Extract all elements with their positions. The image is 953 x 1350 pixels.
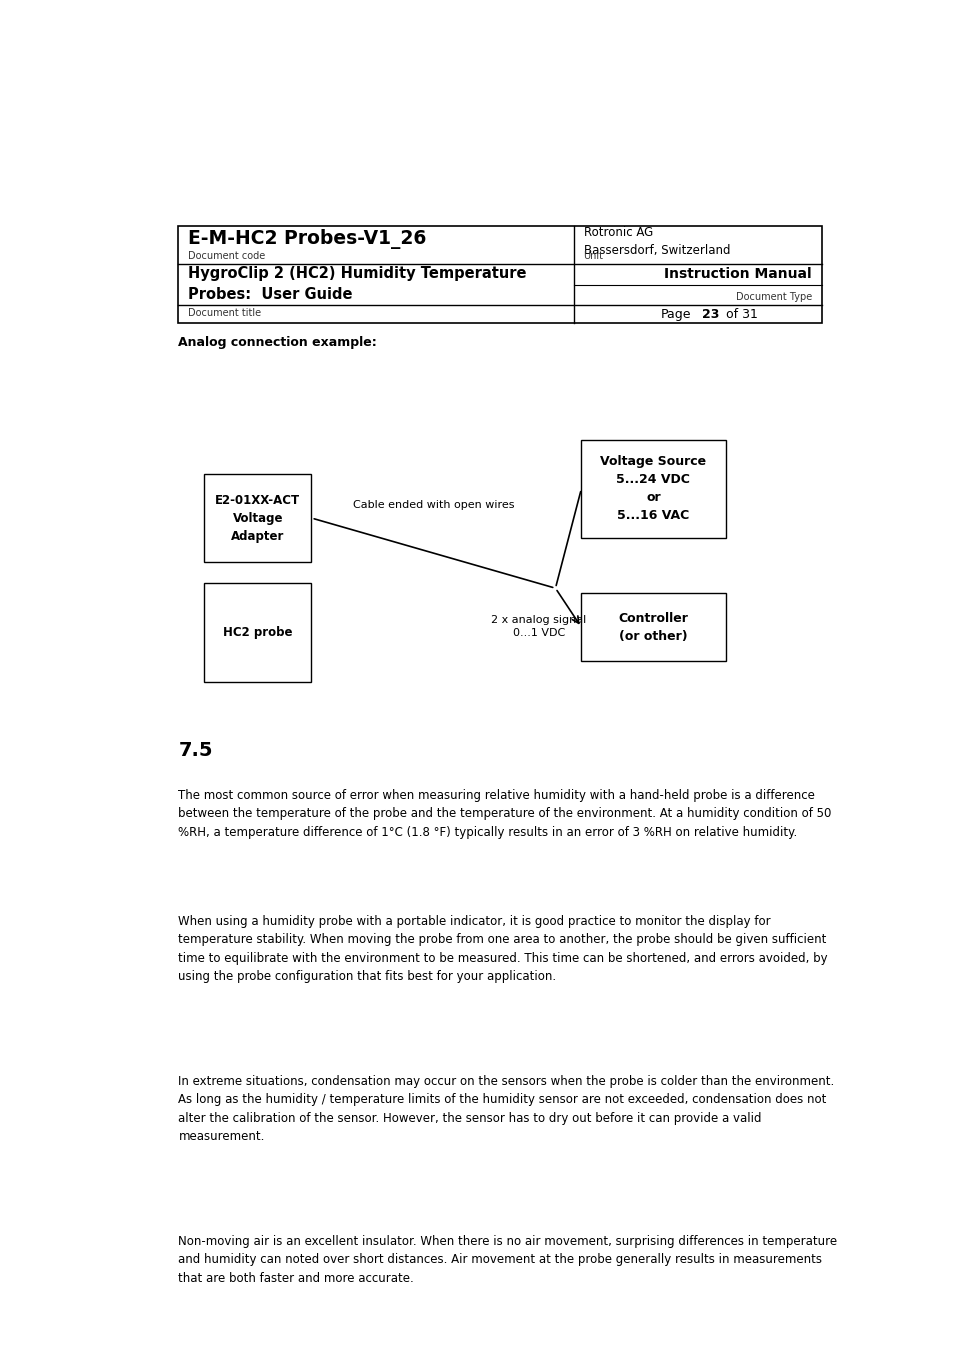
FancyBboxPatch shape — [178, 227, 821, 323]
Text: E2-01XX-ACT
Voltage
Adapter: E2-01XX-ACT Voltage Adapter — [215, 494, 300, 543]
Text: Non-moving air is an excellent insulator. When there is no air movement, surpris: Non-moving air is an excellent insulator… — [178, 1235, 837, 1285]
Text: Document title: Document title — [188, 308, 261, 317]
Text: Document Type: Document Type — [735, 293, 811, 302]
Text: Rotronic AG
Bassersdorf, Switzerland: Rotronic AG Bassersdorf, Switzerland — [583, 225, 729, 256]
Text: HC2 probe: HC2 probe — [223, 626, 293, 639]
Text: In extreme situations, condensation may occur on the sensors when the probe is c: In extreme situations, condensation may … — [178, 1075, 834, 1143]
Text: Controller
(or other): Controller (or other) — [618, 612, 688, 643]
Text: 23: 23 — [700, 308, 719, 321]
Text: 7.5: 7.5 — [178, 741, 213, 760]
Text: Unit: Unit — [583, 251, 603, 261]
FancyBboxPatch shape — [204, 583, 311, 682]
Text: Instruction Manual: Instruction Manual — [663, 267, 811, 281]
Text: Voltage Source
5...24 VDC
or
5...16 VAC: Voltage Source 5...24 VDC or 5...16 VAC — [599, 455, 706, 522]
FancyBboxPatch shape — [580, 594, 724, 662]
FancyBboxPatch shape — [204, 474, 311, 562]
Text: Document code: Document code — [188, 251, 265, 261]
Text: 2 x analog signal
0...1 VDC: 2 x analog signal 0...1 VDC — [491, 614, 586, 639]
Text: Analog connection example:: Analog connection example: — [178, 336, 376, 348]
Text: of 31: of 31 — [725, 308, 757, 321]
Text: Cable ended with open wires: Cable ended with open wires — [353, 500, 514, 510]
Text: E-M-HC2 Probes-V1_26: E-M-HC2 Probes-V1_26 — [188, 230, 426, 248]
Text: When using a humidity probe with a portable indicator, it is good practice to mo: When using a humidity probe with a porta… — [178, 914, 827, 983]
FancyBboxPatch shape — [580, 440, 724, 539]
Text: HygroClip 2 (HC2) Humidity Temperature
Probes:  User Guide: HygroClip 2 (HC2) Humidity Temperature P… — [188, 266, 526, 301]
Text: The most common source of error when measuring relative humidity with a hand-hel: The most common source of error when mea… — [178, 788, 831, 838]
Text: Page: Page — [660, 308, 691, 321]
